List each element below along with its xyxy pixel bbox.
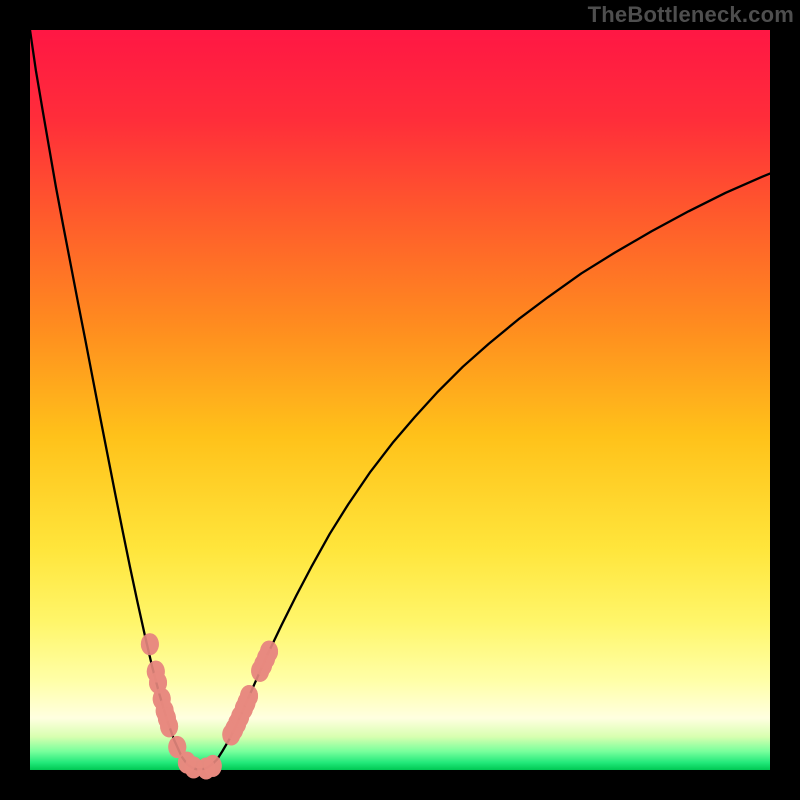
plot-background — [30, 30, 770, 770]
data-marker — [204, 755, 222, 777]
data-marker — [240, 685, 258, 707]
data-marker — [141, 633, 159, 655]
stage: TheBottleneck.com — [0, 0, 800, 800]
watermark-text: TheBottleneck.com — [588, 2, 794, 28]
data-marker — [160, 715, 178, 737]
data-marker — [260, 641, 278, 663]
bottleneck-chart — [0, 0, 800, 800]
